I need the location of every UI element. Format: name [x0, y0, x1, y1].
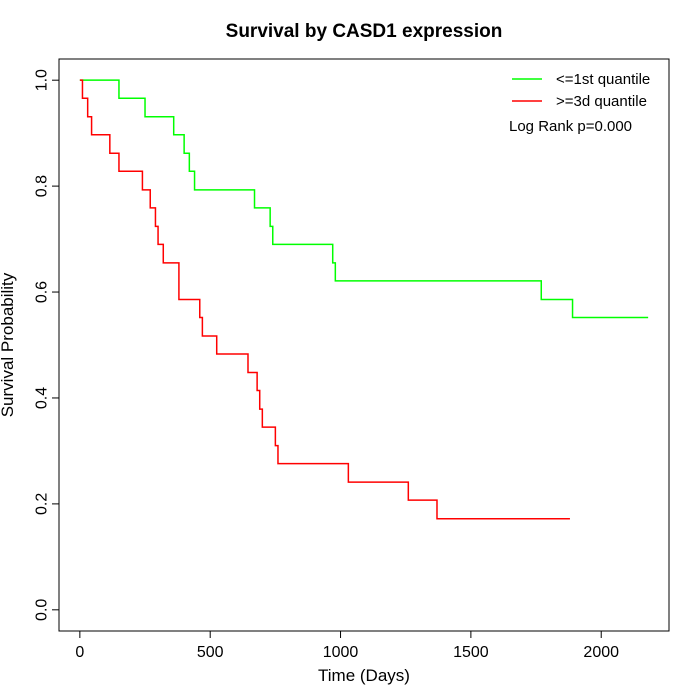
y-tick-label: 0.8 [34, 175, 51, 197]
y-axis: 0.0 0.2 0.4 0.6 0.8 1.0 [34, 69, 60, 621]
x-tick-label: 500 [197, 644, 224, 661]
log-rank-annotation: Log Rank p=0.000 [509, 118, 632, 135]
x-tick-label: 1000 [323, 644, 359, 661]
y-axis-label: Survival Probability [0, 272, 17, 417]
y-tick-label: 0.2 [34, 493, 51, 515]
y-tick-label: 1.0 [34, 69, 51, 91]
x-axis: 0 500 1000 1500 2000 [75, 630, 619, 661]
y-tick-label: 0.0 [34, 599, 51, 621]
legend-label-high: >=3d quantile [556, 93, 647, 110]
x-tick-label: 2000 [583, 644, 619, 661]
series-layer [79, 79, 649, 520]
y-tick-label: 0.6 [34, 281, 51, 303]
y-tick-label: 0.4 [34, 387, 51, 409]
x-tick-label: 1500 [453, 644, 489, 661]
survival-curve-low [79, 79, 649, 319]
survival-curve-high [79, 79, 570, 520]
legend-label-low: <=1st quantile [556, 71, 650, 88]
plot-frame [58, 58, 670, 632]
chart-title: Survival by CASD1 expression [226, 21, 503, 42]
x-tick-label: 0 [75, 644, 84, 661]
legend: <=1st quantile >=3d quantile [512, 71, 650, 110]
x-axis-label: Time (Days) [318, 666, 410, 685]
